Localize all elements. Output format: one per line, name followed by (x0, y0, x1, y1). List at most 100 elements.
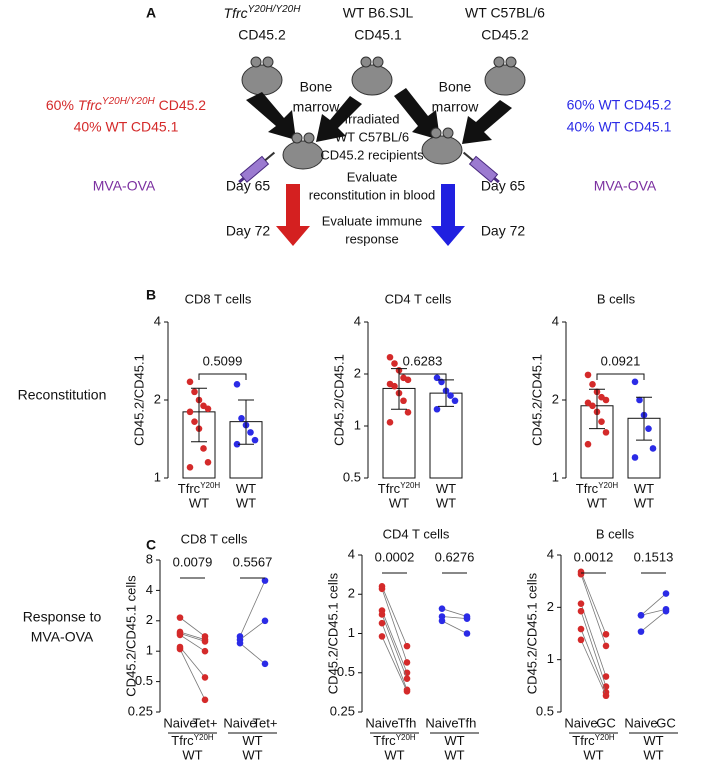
group-label: TfrcY20H (171, 733, 214, 748)
pair-line (580, 611, 607, 687)
mix-label: 40% WT CD45.1 (74, 119, 179, 135)
group-label: WT (242, 747, 262, 762)
chart-title: CD4 T cells (383, 526, 450, 541)
p-value: 0.1513 (634, 549, 674, 564)
y-tick-label: 2 (348, 586, 355, 601)
p-value: 0.5567 (233, 554, 273, 569)
day-label: Day 72 (226, 223, 271, 239)
donor-label: WT B6.SJL (343, 5, 414, 21)
data-point (577, 570, 585, 578)
chart-title: CD4 T cells (385, 291, 452, 306)
p-value: 0.6276 (435, 549, 475, 564)
pair-line (441, 608, 468, 617)
group-label: WT (384, 747, 404, 762)
y-tick-label: 4 (154, 313, 161, 328)
data-point (602, 396, 610, 404)
data-point (404, 409, 412, 416)
group-genotype: Y20H (200, 481, 220, 490)
group-label: TfrcY20H (178, 481, 221, 496)
data-point (201, 674, 209, 681)
pair-line (179, 633, 206, 642)
day-label: Day 65 (226, 178, 271, 194)
data-point (577, 636, 585, 644)
y-tick-label: 8 (146, 551, 153, 566)
mouse-icon (282, 132, 324, 170)
data-point (261, 617, 269, 625)
data-point (577, 600, 585, 607)
y-tick-label: 4 (354, 313, 361, 328)
error-bar (238, 399, 254, 445)
group-label: WT (242, 733, 262, 748)
data-point (176, 614, 184, 621)
data-point (602, 673, 610, 680)
data-point (403, 688, 411, 695)
data-point (391, 382, 398, 390)
group-genotype: Y20H (396, 733, 416, 742)
data-point (378, 633, 386, 640)
data-point (649, 445, 657, 452)
data-point (247, 429, 254, 436)
pair-line (179, 631, 206, 641)
data-point (577, 625, 585, 633)
y-tick-label: 2 (552, 391, 559, 406)
recipient-label: Irradiated (345, 111, 400, 126)
group-label: WT (583, 747, 603, 762)
error-bar (589, 388, 605, 430)
y-tick-label: 2 (146, 612, 153, 627)
mix-text: 60% (46, 97, 78, 113)
pair-line (580, 628, 607, 693)
group-genotype: Y20H (598, 481, 618, 490)
data-point (577, 607, 585, 615)
pair-line (640, 608, 667, 616)
x-tick-label: Tfh (458, 715, 477, 730)
group-name: WT (643, 733, 663, 748)
data-point (631, 378, 639, 386)
y-tick-label: 1 (146, 643, 153, 658)
data-point (201, 696, 209, 704)
data-point (176, 645, 184, 653)
group-label: WT (236, 495, 256, 510)
y-axis-label: CD45.2/CD45.1 cells (325, 572, 340, 694)
data-point (637, 611, 645, 619)
mix-label: 60% TfrcY20H/Y20H CD45.2 (46, 96, 206, 113)
data-point (403, 642, 411, 650)
pair-line (179, 617, 206, 637)
data-point (433, 405, 441, 413)
pair-line (381, 623, 408, 690)
group-name: Tfrc (171, 733, 194, 748)
pair-line (381, 636, 408, 692)
group-label: WT (182, 747, 202, 762)
data-point (602, 630, 610, 638)
group-label: WT (236, 481, 256, 496)
step-label: response (345, 231, 398, 246)
group-name: Tfrc (373, 733, 396, 748)
mix-gene: Tfrc (78, 97, 102, 113)
x-tick-label: Tet+ (193, 715, 218, 730)
y-tick-label: 0.5 (536, 703, 554, 718)
group-label: TfrcY20H (373, 733, 416, 748)
group-name: WT (242, 733, 262, 748)
mouse-icon (484, 56, 526, 96)
data-point (400, 397, 407, 405)
group-name: Tfrc (378, 481, 401, 496)
data-point (191, 388, 198, 396)
data-point (645, 425, 652, 432)
timeline-arrow (431, 184, 465, 246)
bone-marrow-label: Bone (300, 79, 333, 95)
significance-bracket (398, 373, 447, 380)
significance-bracket (596, 373, 645, 380)
data-point (391, 360, 398, 367)
pair-line (179, 634, 206, 652)
x-tick-label: GC (596, 715, 616, 730)
pair-line (381, 586, 408, 647)
pair-line (179, 648, 206, 701)
x-tick-label: Naive (624, 715, 657, 730)
data-point (378, 585, 386, 593)
data-point (584, 371, 592, 379)
x-tick-label: Naive (365, 715, 398, 730)
p-value: 0.5099 (203, 353, 243, 368)
day-label: Day 65 (481, 178, 526, 194)
group-label: WT (587, 495, 607, 510)
group-label: WT (643, 733, 663, 748)
